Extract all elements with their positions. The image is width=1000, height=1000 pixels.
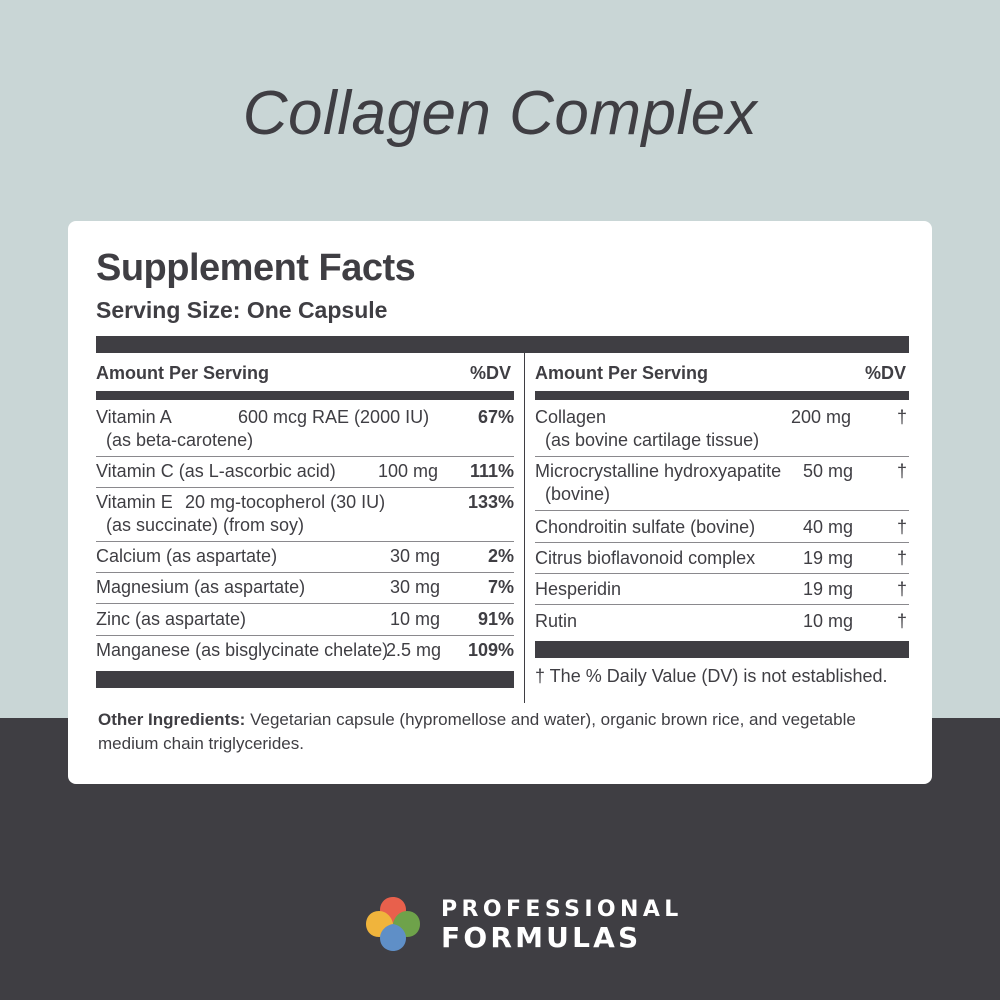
ingredient-name: Citrus bioflavonoid complex (535, 548, 756, 568)
column-divider (524, 353, 525, 703)
ingredient-row: Microcrystalline hydroxyapatite (bovine)… (535, 461, 909, 507)
nutrient-name: Vitamin C (as L-ascorbic acid) (96, 461, 336, 481)
nutrient-name: Calcium (as aspartate) (96, 546, 278, 566)
ingredient-row: Citrus bioflavonoid complex 19 mg † (535, 548, 909, 572)
ingredient-row: Hesperidin 19 mg † (535, 579, 909, 603)
nutrient-source: (as succinate) (from soy) (106, 515, 305, 535)
ingredient-name: Collagen (535, 407, 607, 427)
dagger-mark: † (896, 548, 907, 568)
nutrient-dv: 91% (477, 609, 514, 629)
row-divider (535, 573, 909, 574)
nutrient-amount: 600 mcg RAE (2000 IU) (238, 407, 430, 427)
row-divider (96, 603, 514, 604)
right-dv-header: %DV (865, 363, 907, 383)
nutrient-row: Manganese (as bisglycinate chelate) 2.5 … (96, 640, 514, 664)
nutrient-amount: 30 mg (390, 546, 441, 566)
brand-logo-icon (366, 897, 420, 951)
brand-name-line1: PROFESSIONAL (441, 897, 683, 922)
row-divider (96, 635, 514, 636)
other-ingredients-text: Vegetarian capsule (hypromellose and wat… (98, 710, 856, 753)
ingredient-amount: 40 mg (803, 517, 854, 537)
nutrient-row: Vitamin E (as succinate) (from soy) 20 m… (96, 492, 514, 538)
logo-petal-bottom (380, 924, 406, 951)
nutrient-row: Magnesium (as aspartate) 30 mg 7% (96, 577, 514, 601)
other-ingredients: Other Ingredients: Vegetarian capsule (h… (98, 708, 898, 756)
row-divider (96, 487, 514, 488)
ingredient-amount: 19 mg (803, 579, 854, 599)
nutrient-row: Vitamin C (as L-ascorbic acid) 100 mg 11… (96, 461, 514, 485)
top-thick-bar (96, 336, 909, 353)
ingredient-name: Hesperidin (535, 579, 622, 599)
facts-title: Supplement Facts (96, 247, 416, 289)
left-bottom-bar (96, 671, 514, 688)
dagger-mark: † (896, 579, 907, 599)
row-divider (96, 456, 514, 457)
right-header-bar (535, 391, 909, 400)
other-ingredients-label: Other Ingredients: (98, 710, 246, 729)
brand-name-line2: FORMULAS (441, 921, 642, 954)
nutrient-dv: 133% (467, 492, 514, 512)
right-amount-header: Amount Per Serving (535, 363, 709, 383)
supplement-facts-panel: Supplement Facts Serving Size: One Capsu… (68, 221, 932, 784)
ingredient-name: Chondroitin sulfate (bovine) (535, 517, 756, 537)
ingredient-amount: 50 mg (803, 461, 854, 481)
nutrient-row: Calcium (as aspartate) 30 mg 2% (96, 546, 514, 570)
dagger-mark: † (896, 407, 907, 427)
nutrient-row: Zinc (as aspartate) 10 mg 91% (96, 609, 514, 633)
ingredient-amount: 10 mg (803, 611, 854, 631)
row-divider (535, 604, 909, 605)
nutrient-dv: 109% (467, 640, 514, 660)
dagger-mark: † (896, 517, 907, 537)
ingredient-source: (bovine) (545, 484, 611, 504)
row-divider (96, 572, 514, 573)
nutrient-amount: 30 mg (390, 577, 441, 597)
dagger-mark: † (896, 461, 907, 481)
nutrient-amount: 20 mg-tocopherol (30 IU) (185, 492, 386, 512)
ingredient-name: Microcrystalline hydroxyapatite (535, 461, 782, 481)
nutrient-amount: 2.5 mg (386, 640, 442, 660)
row-divider (535, 510, 909, 511)
product-title: Collagen Complex (242, 79, 758, 148)
nutrient-dv: 67% (477, 407, 514, 427)
left-dv-header: %DV (470, 363, 512, 383)
row-divider (535, 456, 909, 457)
nutrient-name: Vitamin E (96, 492, 173, 512)
ingredient-name: Rutin (535, 611, 578, 631)
nutrient-dv: 111% (469, 461, 514, 481)
nutrient-amount: 100 mg (378, 461, 439, 481)
ingredient-amount: 19 mg (803, 548, 854, 568)
nutrient-name: Zinc (as aspartate) (96, 609, 247, 629)
ingredient-row: Rutin 10 mg † (535, 611, 909, 635)
ingredient-row: Chondroitin sulfate (bovine) 40 mg † (535, 517, 909, 541)
serving-size: Serving Size: One Capsule (96, 297, 388, 323)
left-amount-header: Amount Per Serving (96, 363, 270, 383)
nutrient-dv: 7% (487, 577, 514, 597)
row-divider (96, 541, 514, 542)
nutrient-dv: 2% (487, 546, 514, 566)
ingredient-row: Collagen (as bovine cartilage tissue) 20… (535, 407, 909, 453)
ingredient-amount: 200 mg (791, 407, 852, 427)
nutrient-name: Manganese (as bisglycinate chelate) (96, 640, 389, 660)
nutrient-amount: 10 mg (390, 609, 441, 629)
nutrient-name: Vitamin A (96, 407, 172, 427)
nutrient-name: Magnesium (as aspartate) (96, 577, 306, 597)
nutrient-source: (as beta-carotene) (106, 430, 254, 450)
nutrient-row: Vitamin A (as beta-carotene) 600 mcg RAE… (96, 407, 514, 453)
dv-footnote: † The % Daily Value (DV) is not establis… (535, 666, 888, 686)
left-header-bar (96, 391, 514, 400)
right-bottom-bar (535, 641, 909, 658)
row-divider (535, 542, 909, 543)
dagger-mark: † (896, 611, 907, 631)
ingredient-source: (as bovine cartilage tissue) (545, 430, 760, 450)
